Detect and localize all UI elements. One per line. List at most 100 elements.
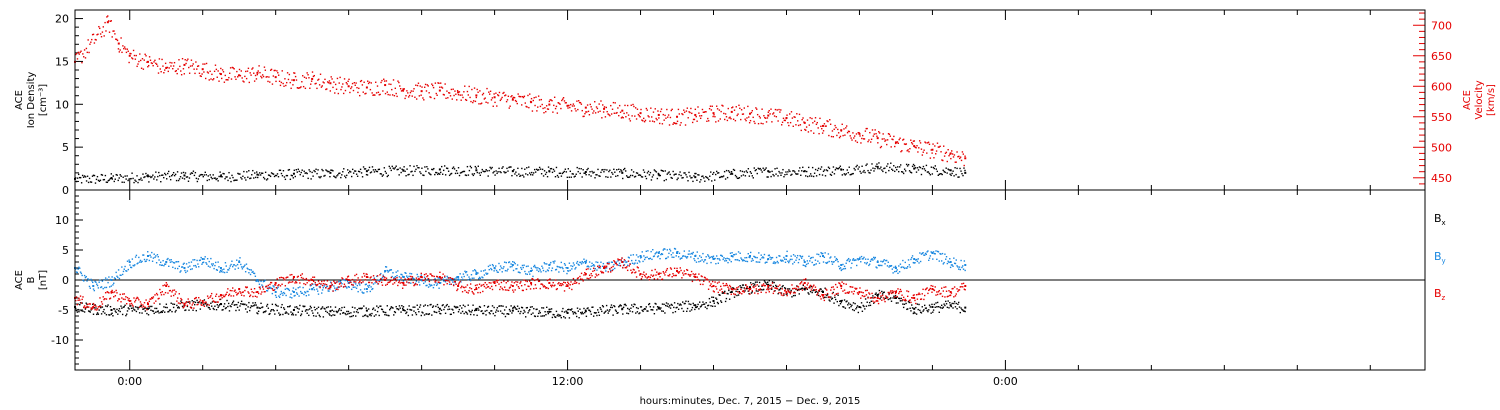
density-dot	[373, 171, 376, 173]
by-dot	[771, 257, 773, 259]
by-dot	[456, 276, 458, 278]
bx-dot	[312, 315, 315, 317]
bx-dot	[690, 303, 692, 306]
bx-dot	[95, 307, 97, 309]
by-dot	[877, 264, 880, 267]
bx-dot	[703, 303, 705, 306]
velocity-dot	[254, 74, 257, 77]
by-point	[274, 291, 277, 293]
density-dot	[702, 175, 704, 177]
velocity-dot	[131, 57, 133, 59]
velocity-dot	[578, 101, 581, 104]
bz-dot	[324, 283, 326, 285]
bx-dot	[336, 311, 338, 314]
by-dot	[364, 283, 367, 286]
velocity-dot	[602, 104, 604, 106]
bx-dot	[90, 309, 92, 311]
by-dot	[387, 271, 389, 273]
velocity-dot	[586, 111, 588, 113]
density-dot	[249, 177, 251, 180]
by-dot	[886, 265, 889, 267]
velocity-dot	[350, 87, 352, 90]
velocity-point	[676, 115, 679, 118]
bz-dot	[260, 293, 262, 295]
by-dot	[96, 283, 98, 285]
bz-dot	[255, 291, 257, 293]
velocity-dot	[742, 113, 745, 115]
bx-dot	[691, 306, 694, 309]
density-dot	[393, 168, 395, 170]
by-dot	[789, 258, 792, 261]
velocity-dot	[364, 93, 366, 95]
velocity-dot	[506, 99, 509, 101]
by-dot	[741, 260, 744, 262]
density-dot	[756, 172, 758, 175]
density-dot	[892, 169, 894, 172]
bz-dot	[164, 291, 167, 294]
density-dot	[98, 180, 101, 182]
bx-dot	[372, 307, 375, 309]
density-dot	[308, 169, 310, 171]
velocity-point	[106, 21, 109, 24]
velocity-dot	[329, 90, 332, 92]
velocity-dot	[569, 103, 572, 106]
bz-dot	[316, 283, 319, 286]
bx-dot	[490, 310, 493, 312]
bx-dot	[101, 306, 104, 308]
by-dot	[964, 269, 966, 272]
by-dot	[954, 262, 957, 265]
bx-dot	[622, 306, 625, 309]
by-dot	[880, 260, 882, 263]
bz-dot	[320, 283, 322, 285]
by-dot	[298, 295, 300, 297]
velocity-dot	[734, 119, 737, 122]
density-dot	[640, 176, 643, 178]
bx-dot	[586, 307, 588, 310]
velocity-dot	[906, 150, 908, 152]
bz-point	[511, 285, 514, 287]
bx-dot	[493, 306, 495, 309]
density-dot	[816, 169, 819, 172]
velocity-dot	[723, 112, 725, 115]
by-dot	[361, 291, 363, 293]
velocity-dot	[786, 114, 788, 116]
bz-dot	[254, 295, 257, 298]
velocity-dot	[259, 71, 261, 74]
velocity-dot	[898, 138, 900, 141]
by-dot	[193, 259, 196, 261]
bz-dot	[384, 284, 387, 286]
by-dot	[431, 279, 434, 281]
velocity-dot	[859, 135, 861, 137]
velocity-dot	[612, 101, 615, 104]
velocity-dot	[260, 75, 262, 78]
bz-dot	[459, 280, 461, 283]
density-dot	[125, 178, 127, 180]
bx-dot	[108, 314, 111, 316]
bx-dot	[154, 307, 156, 310]
bx-dot	[743, 287, 745, 289]
velocity-dot	[594, 112, 597, 114]
bx-dot	[932, 309, 935, 311]
velocity-point	[548, 103, 551, 106]
velocity-dot	[164, 69, 166, 71]
density-dot	[546, 175, 549, 178]
velocity-dot	[900, 150, 902, 153]
by-dot	[272, 285, 274, 287]
velocity-dot	[389, 94, 391, 96]
bx-dot	[748, 292, 750, 295]
velocity-dot	[114, 33, 116, 35]
by-dot	[922, 252, 924, 254]
density-dot	[943, 170, 945, 173]
by-dot	[429, 285, 431, 287]
bz-dot	[84, 307, 87, 309]
velocity-dot	[538, 99, 541, 101]
bx-dot	[274, 313, 276, 315]
velocity-dot	[683, 111, 686, 113]
velocity-dot	[894, 142, 897, 145]
bx-dot	[797, 288, 800, 291]
velocity-dot	[853, 135, 856, 137]
velocity-dot	[610, 104, 612, 107]
bx-dot	[643, 307, 646, 310]
bx-dot	[705, 302, 707, 304]
density-dot	[939, 173, 941, 175]
